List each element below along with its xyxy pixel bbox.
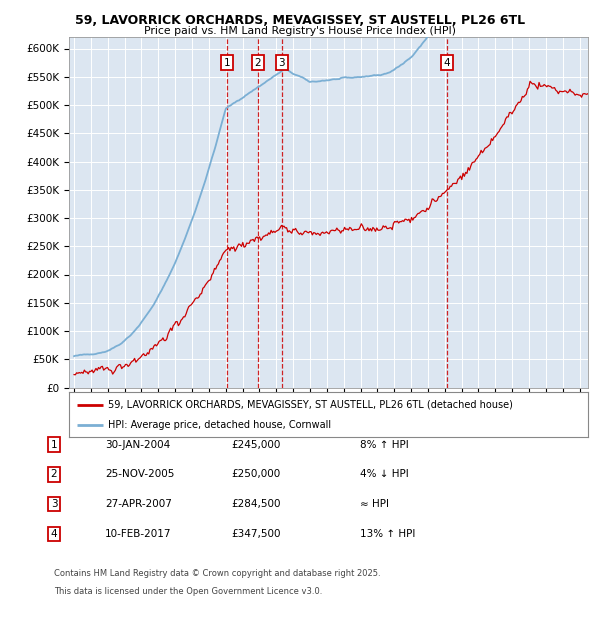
Text: 8% ↑ HPI: 8% ↑ HPI bbox=[360, 440, 409, 450]
Text: HPI: Average price, detached house, Cornwall: HPI: Average price, detached house, Corn… bbox=[108, 420, 331, 430]
Text: 59, LAVORRICK ORCHARDS, MEVAGISSEY, ST AUSTELL, PL26 6TL (detached house): 59, LAVORRICK ORCHARDS, MEVAGISSEY, ST A… bbox=[108, 400, 513, 410]
Text: 10-FEB-2017: 10-FEB-2017 bbox=[105, 529, 172, 539]
Text: Contains HM Land Registry data © Crown copyright and database right 2025.: Contains HM Land Registry data © Crown c… bbox=[54, 569, 380, 578]
Text: ≈ HPI: ≈ HPI bbox=[360, 499, 389, 509]
Text: 30-JAN-2004: 30-JAN-2004 bbox=[105, 440, 170, 450]
Text: 2: 2 bbox=[50, 469, 58, 479]
Text: 13% ↑ HPI: 13% ↑ HPI bbox=[360, 529, 415, 539]
Text: 4: 4 bbox=[443, 58, 450, 68]
Text: Price paid vs. HM Land Registry's House Price Index (HPI): Price paid vs. HM Land Registry's House … bbox=[144, 26, 456, 36]
Text: 25-NOV-2005: 25-NOV-2005 bbox=[105, 469, 175, 479]
Text: 1: 1 bbox=[224, 58, 230, 68]
Text: 2: 2 bbox=[254, 58, 261, 68]
Text: 27-APR-2007: 27-APR-2007 bbox=[105, 499, 172, 509]
Text: £284,500: £284,500 bbox=[231, 499, 281, 509]
Text: 4: 4 bbox=[50, 529, 58, 539]
Text: 1: 1 bbox=[50, 440, 58, 450]
Text: 3: 3 bbox=[278, 58, 285, 68]
Text: £250,000: £250,000 bbox=[231, 469, 280, 479]
Text: £245,000: £245,000 bbox=[231, 440, 280, 450]
Text: 3: 3 bbox=[50, 499, 58, 509]
Text: This data is licensed under the Open Government Licence v3.0.: This data is licensed under the Open Gov… bbox=[54, 587, 322, 596]
Text: £347,500: £347,500 bbox=[231, 529, 281, 539]
Text: 59, LAVORRICK ORCHARDS, MEVAGISSEY, ST AUSTELL, PL26 6TL: 59, LAVORRICK ORCHARDS, MEVAGISSEY, ST A… bbox=[75, 14, 525, 27]
Text: 4% ↓ HPI: 4% ↓ HPI bbox=[360, 469, 409, 479]
